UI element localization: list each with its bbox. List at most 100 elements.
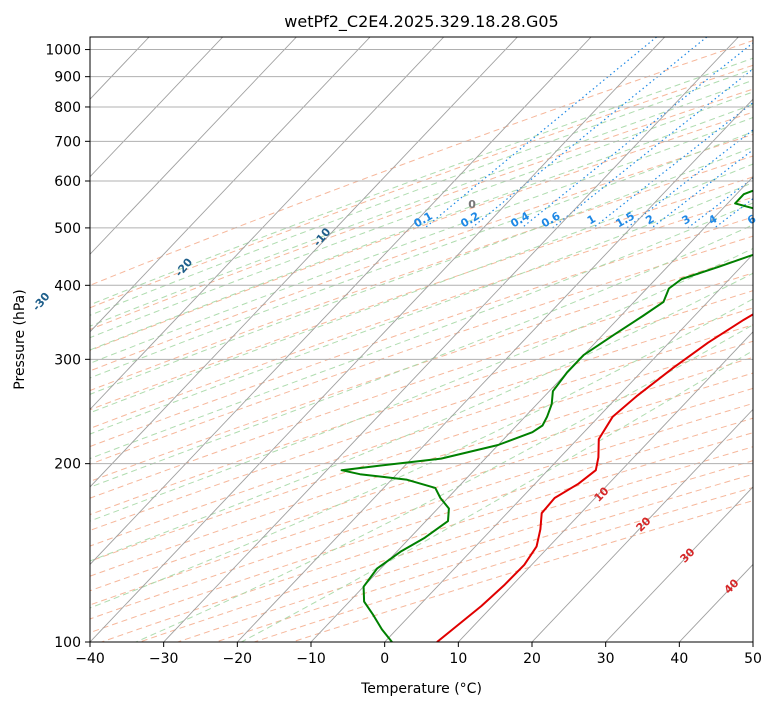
mixing-ratio-line <box>471 37 708 229</box>
y-tick-label: 700 <box>54 134 81 150</box>
x-tick-label: −10 <box>296 651 326 667</box>
moist-adiabat <box>90 91 753 339</box>
dry-adiabat <box>90 340 753 562</box>
dry-adiabat <box>90 133 753 372</box>
moist-adiabat <box>90 163 753 414</box>
y-tick-label: 600 <box>54 174 81 190</box>
dry-adiabat <box>90 324 753 547</box>
isotherm <box>237 98 753 642</box>
x-axis: −40 −30 −20 −10 0 10 20 30 40 50 <box>75 642 762 667</box>
moist-adiabat <box>90 68 753 316</box>
dry-adiabat <box>90 254 753 482</box>
moist-adiabat <box>90 131 753 379</box>
dry-adiabat <box>90 176 753 411</box>
isotherm <box>531 408 753 642</box>
moist-adiabat <box>90 146 753 395</box>
moist-adiabat <box>90 57 753 306</box>
zero-label: 0 <box>468 198 476 211</box>
moist-adiabat <box>90 247 753 522</box>
isotherm <box>384 253 753 642</box>
moist-adiabat <box>90 79 753 327</box>
moist-adiabat-label: 10 <box>592 484 612 504</box>
mixing-ratio-line <box>552 68 753 229</box>
dry-adiabat <box>90 290 753 516</box>
x-tick-label: 10 <box>449 651 467 667</box>
dry-adiabat <box>139 446 753 642</box>
y-tick-label: 100 <box>54 635 81 651</box>
y-tick-label: 900 <box>54 70 81 86</box>
x-tick-label: −20 <box>223 651 253 667</box>
moist-adiabat <box>90 103 753 351</box>
isotherm <box>163 37 739 642</box>
dry-adiabat <box>90 235 753 465</box>
dry-adiabat <box>90 88 753 330</box>
isotherm <box>310 176 753 642</box>
x-axis-label: Temperature (°C) <box>360 681 482 697</box>
dry-adiabat <box>90 216 753 448</box>
y-axis: 100 200 300 400 500 600 700 800 900 1000 <box>45 43 90 651</box>
dry-adiabat <box>90 387 753 606</box>
moist-adiabat <box>90 224 753 488</box>
x-tick-label: −40 <box>75 651 105 667</box>
x-tick-label: 40 <box>670 651 688 667</box>
x-tick-label: 30 <box>597 651 615 667</box>
y-axis-label: Pressure (hPa) <box>12 289 28 389</box>
series-layer <box>340 189 753 642</box>
moist-adiabat <box>90 298 753 609</box>
isotherm <box>90 37 371 333</box>
dry-adiabat <box>90 307 753 531</box>
y-tick-label: 1000 <box>45 43 81 59</box>
dry-adiabat <box>90 40 753 286</box>
isotherm <box>90 37 224 178</box>
mixing-ratio-label: 0.1 <box>411 209 434 230</box>
y-tick-label: 200 <box>54 457 81 473</box>
x-tick-label: 20 <box>523 651 541 667</box>
isotherm <box>458 331 753 642</box>
isotherm <box>605 486 753 642</box>
chart-title: wetPf2_C2E4.2025.329.18.28.G05 <box>284 12 558 32</box>
dry-adiabat <box>90 64 753 309</box>
mixing-ratio-label: 0.6 <box>539 209 563 230</box>
x-tick-label: 50 <box>744 651 762 667</box>
dry-adiabat <box>90 111 753 352</box>
dry-adiabat-label: -20 <box>173 255 196 279</box>
isotherm <box>90 37 592 566</box>
background-lines <box>90 37 775 642</box>
dry-adiabat <box>90 155 753 392</box>
moist-adiabat <box>90 272 753 562</box>
isotherm <box>90 37 518 488</box>
plot-frame <box>89 36 754 643</box>
moist-adiabat <box>241 350 753 642</box>
moist-adiabat <box>90 202 753 460</box>
grid <box>0 37 753 642</box>
moist-adiabat <box>90 116 753 364</box>
mixing-ratio-line <box>753 37 775 228</box>
dry-adiabat <box>90 196 753 429</box>
x-tick-label: −30 <box>149 651 179 667</box>
isotherm <box>90 37 666 642</box>
y-tick-label: 300 <box>54 352 81 368</box>
isotherm <box>0 37 2 642</box>
mixing-ratio-label: 3 <box>680 212 693 227</box>
y-tick-label: 400 <box>54 278 81 294</box>
mixing-ratio-line <box>714 197 753 229</box>
isotherm <box>752 641 753 642</box>
y-tick-label: 800 <box>54 100 81 116</box>
dry-adiabat <box>90 272 753 499</box>
moist-adiabat <box>90 181 753 435</box>
isotherm <box>90 37 445 411</box>
dry-adiabat <box>90 372 753 592</box>
dry-adiabat-label: -30 <box>30 290 53 314</box>
mixing-ratio-label: 1.5 <box>614 209 637 230</box>
mixing-ratio-label: 2 <box>643 212 656 227</box>
mixing-ratio-line <box>424 37 657 229</box>
mixing-ratio-line <box>592 101 753 229</box>
temperature-line <box>436 313 753 642</box>
mixing-ratio-line <box>521 42 753 229</box>
isotherm <box>90 37 297 255</box>
mixing-ratio-label: 0.4 <box>508 209 532 230</box>
mixing-ratio-label: 6 <box>745 212 758 227</box>
line-labels: -100-90-80-70-60-50-40-30-20-10010203040… <box>30 198 775 596</box>
dewpoint-line <box>340 189 753 642</box>
